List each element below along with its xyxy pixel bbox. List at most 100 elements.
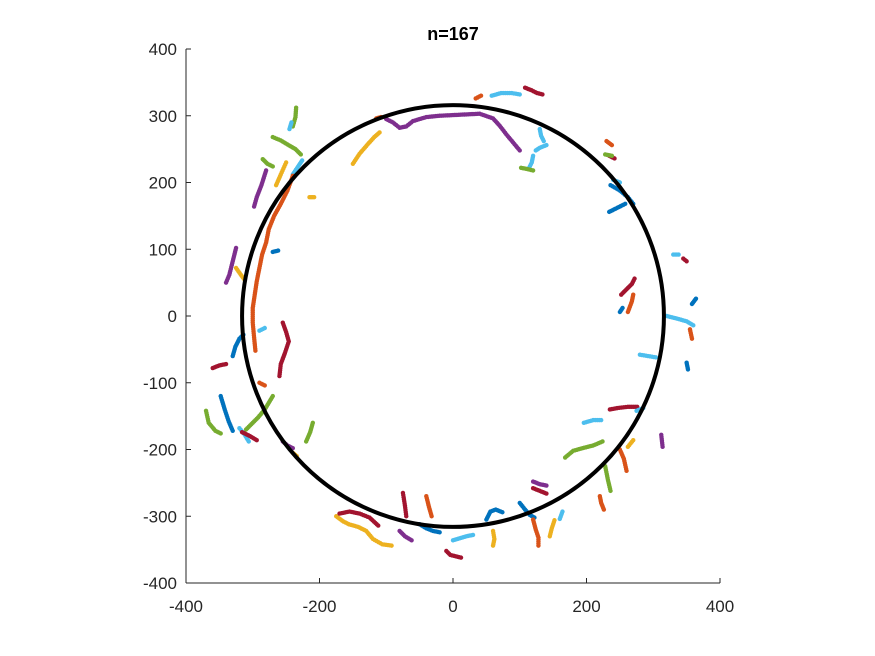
point-track-39 (530, 486, 549, 496)
data-point (409, 538, 414, 543)
point-track-5 (287, 120, 294, 132)
data-point (631, 437, 636, 443)
data-point (608, 488, 613, 494)
data-point (254, 437, 259, 443)
chart-title: n=167 (427, 24, 479, 44)
data-point (544, 483, 549, 488)
point-track-45 (607, 404, 640, 412)
data-point (223, 280, 229, 285)
data-point (660, 444, 665, 450)
data-point (541, 138, 546, 144)
point-track-70 (518, 165, 536, 173)
point-track-14 (277, 320, 291, 379)
point-track-20 (218, 393, 235, 434)
point-track-34 (450, 532, 476, 543)
x-tick-label: 0 (448, 597, 457, 616)
data-point (517, 148, 522, 153)
point-track-25 (303, 420, 316, 444)
data-point (243, 427, 249, 432)
data-point (684, 259, 689, 264)
y-tick-label: 100 (149, 240, 177, 259)
point-track-73 (473, 93, 484, 101)
point-track-10 (223, 245, 239, 285)
data-point (377, 130, 382, 135)
data-point (624, 468, 629, 474)
point-track-53 (619, 276, 637, 297)
point-track-13 (307, 194, 317, 200)
point-track-74 (537, 126, 546, 144)
point-track-52 (637, 352, 659, 360)
data-point (536, 543, 541, 548)
data-point (631, 292, 636, 297)
data-point (458, 555, 464, 560)
data-point (530, 168, 536, 173)
x-tick-label: 400 (706, 597, 734, 616)
point-track-61 (684, 360, 691, 372)
data-point (429, 514, 434, 519)
data-point (557, 516, 562, 522)
data-point (287, 126, 292, 132)
data-point (685, 367, 691, 372)
point-track-35 (484, 507, 505, 522)
data-point (389, 543, 394, 548)
data-point (223, 361, 229, 367)
data-point (299, 158, 305, 163)
point-track-18 (257, 380, 267, 388)
reference-circle (240, 103, 666, 529)
data-point (500, 510, 505, 515)
point-track-3 (270, 134, 304, 157)
point-track-68 (533, 142, 549, 153)
point-track-0 (384, 111, 522, 153)
data-point (270, 164, 275, 169)
point-track-71 (489, 90, 522, 98)
point-track-15 (257, 325, 267, 333)
x-tick-label: -200 (302, 597, 336, 616)
x-axis-ticks: -400 -200 0 200 400 (169, 578, 734, 616)
point-track-16 (230, 332, 246, 359)
point-track-7 (251, 168, 269, 209)
point-track-17 (210, 361, 229, 371)
data-point (540, 92, 545, 97)
point-track-56 (671, 252, 681, 257)
data-point (653, 355, 659, 360)
point-track-27 (333, 514, 394, 548)
data-point (671, 252, 676, 257)
y-tick-label: 200 (149, 174, 177, 193)
data-point (632, 276, 637, 281)
data-point (609, 153, 615, 158)
data-point (598, 417, 604, 423)
point-track-69 (526, 153, 536, 171)
point-track-50 (659, 432, 665, 450)
data-point (218, 431, 223, 436)
data-point (251, 204, 257, 209)
data-point (376, 523, 381, 528)
y-tick-label: 0 (168, 307, 177, 326)
y-axis-ticks: -400 -300 -200 -100 0 100 200 300 400 (143, 40, 191, 593)
point-track-48 (617, 447, 629, 474)
point-track-47 (602, 463, 613, 494)
data-point (262, 383, 267, 388)
data-point (600, 439, 605, 444)
point-track-8 (273, 160, 289, 188)
point-track-29 (400, 490, 409, 519)
point-track-30 (397, 528, 414, 543)
data-point (623, 201, 628, 207)
data-point (689, 336, 695, 341)
point-track-65 (604, 138, 615, 148)
point-track-12 (270, 248, 281, 255)
point-track-60 (687, 327, 695, 341)
data-point (404, 514, 409, 519)
point-track-43 (562, 439, 605, 460)
point-track-9 (260, 156, 275, 169)
data-point (544, 491, 549, 496)
data-point (273, 182, 279, 188)
point-track-36 (490, 528, 497, 548)
data-point (620, 305, 625, 311)
point-track-28 (337, 509, 381, 528)
y-tick-label: -400 (143, 574, 177, 593)
data-point (635, 404, 640, 409)
point-track-41 (547, 518, 557, 539)
point-track-22 (239, 429, 259, 443)
point-track-55 (617, 305, 625, 315)
